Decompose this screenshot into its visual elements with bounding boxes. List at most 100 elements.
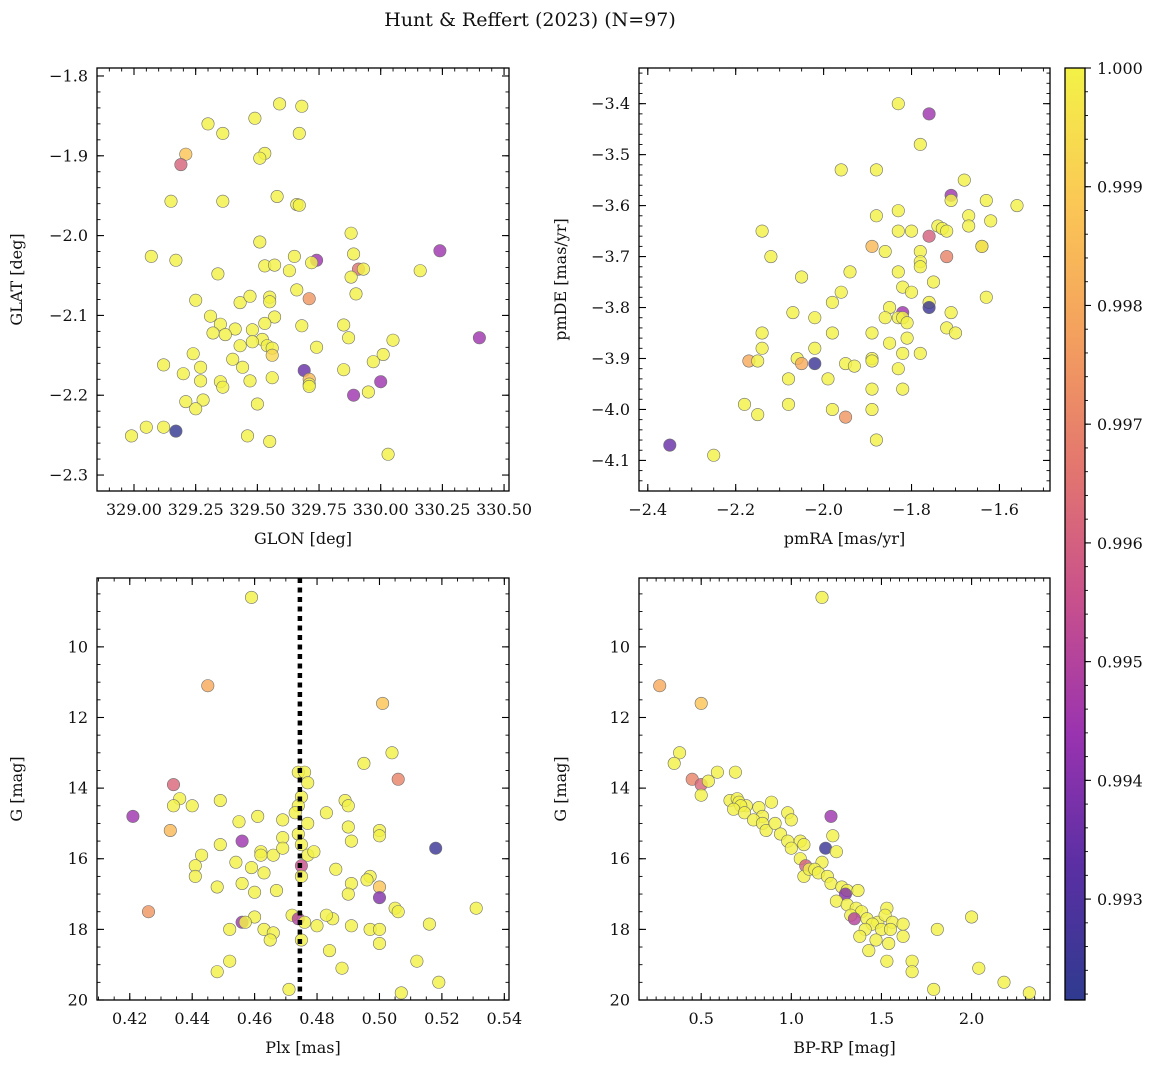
data-point: [784, 813, 798, 827]
data-point: [847, 359, 861, 373]
data-point: [472, 331, 486, 345]
y-axis-label: GLAT [deg]: [7, 233, 26, 325]
x-axis-label: BP-RP [mag]: [793, 1038, 895, 1057]
data-point: [282, 264, 296, 278]
data-point: [896, 382, 910, 396]
data-point: [865, 382, 879, 396]
data-point: [251, 809, 265, 823]
data-point: [429, 841, 443, 855]
data-point: [164, 194, 178, 208]
data-point: [344, 226, 358, 240]
data-point: [372, 936, 386, 950]
data-point: [869, 209, 883, 223]
data-point: [883, 336, 897, 350]
data-point: [781, 397, 795, 411]
y-tick-label: 12: [610, 708, 630, 727]
data-point: [125, 429, 139, 443]
data-point: [307, 845, 321, 859]
data-point: [357, 756, 371, 770]
data-point: [847, 912, 861, 926]
data-point: [302, 379, 316, 393]
panel-4: 0.5 1.0 1.5 2.0 10 12 14 16 18 20 BP-RP [mag] G [ma…: [551, 577, 1051, 1057]
x-axis-label: GLON [deg]: [254, 529, 352, 548]
data-point: [824, 809, 838, 823]
x-tick-label: 0.46: [237, 1009, 273, 1028]
data-point: [196, 393, 210, 407]
data-point: [376, 696, 390, 710]
data-point: [957, 173, 971, 187]
data-point: [386, 333, 400, 347]
data-point: [361, 385, 375, 399]
data-point: [869, 163, 883, 177]
data-point: [784, 841, 798, 855]
data-point: [250, 397, 264, 411]
data-point: [223, 954, 237, 968]
points: [126, 590, 483, 1000]
y-tick-label: 10: [610, 637, 630, 656]
panel-1: 329.00 329.25 329.50 329.75 330.00 330.25 330.…: [7, 66, 532, 548]
data-point: [410, 954, 424, 968]
data-point: [319, 908, 333, 922]
points: [663, 97, 1024, 462]
data-point: [865, 239, 879, 253]
data-point: [795, 357, 809, 371]
data-point: [366, 355, 380, 369]
data-point: [295, 319, 309, 333]
data-point: [376, 347, 390, 361]
data-point: [869, 433, 883, 447]
data-point: [341, 799, 355, 813]
data-point: [880, 954, 894, 968]
colorbar-tick-label: 0.997: [1097, 415, 1143, 434]
data-point: [394, 986, 408, 1000]
colorbar-tick-label: 0.996: [1097, 534, 1143, 553]
panel-2: −2.4 −2.2 −2.0 −1.8 −1.6 −4.1 −4.0 −3.9 −3.8 −3.7…: [551, 67, 1051, 548]
data-point: [167, 799, 181, 813]
data-point: [853, 929, 867, 943]
data-point: [829, 894, 843, 908]
data-point: [216, 380, 230, 394]
data-point: [216, 126, 230, 140]
x-tick-label: −1.8: [892, 500, 931, 519]
data-point: [922, 229, 936, 243]
data-point: [126, 809, 140, 823]
data-point: [337, 318, 351, 332]
data-point: [206, 326, 220, 340]
y-tick-label: −2.2: [49, 386, 88, 405]
x-tick-label: 0.48: [299, 1009, 335, 1028]
data-point: [245, 861, 259, 875]
y-tick-label: −3.5: [591, 145, 630, 164]
data-point: [829, 845, 843, 859]
data-point: [302, 292, 316, 306]
data-point: [948, 326, 962, 340]
x-tick-label: −2.4: [628, 500, 667, 519]
data-point: [913, 260, 927, 274]
data-point: [268, 258, 282, 272]
data-point: [319, 806, 333, 820]
data-point: [310, 340, 324, 354]
data-point: [826, 829, 840, 843]
data-point: [385, 746, 399, 760]
data-point: [904, 285, 918, 299]
colorbar-tick-label: 0.994: [1097, 771, 1143, 790]
data-point: [972, 961, 986, 975]
data-point: [701, 774, 715, 788]
data-point: [707, 448, 721, 462]
x-tick-label: 0.5: [688, 1009, 713, 1028]
data-point: [891, 204, 905, 218]
data-point: [194, 374, 208, 388]
data-point: [142, 905, 156, 919]
data-point: [295, 99, 309, 113]
data-point: [322, 944, 336, 958]
x-tick-label: 330.00: [353, 500, 409, 519]
data-point: [235, 834, 249, 848]
data-point: [223, 922, 237, 936]
y-tick-label: −1.8: [49, 66, 88, 85]
data-point: [825, 402, 839, 416]
points: [125, 97, 486, 461]
data-point: [797, 838, 811, 852]
x-tick-label: 0.52: [424, 1009, 460, 1028]
data-point: [341, 887, 355, 901]
data-point: [891, 265, 905, 279]
data-point: [694, 696, 708, 710]
y-tick-label: −4.1: [591, 451, 630, 470]
